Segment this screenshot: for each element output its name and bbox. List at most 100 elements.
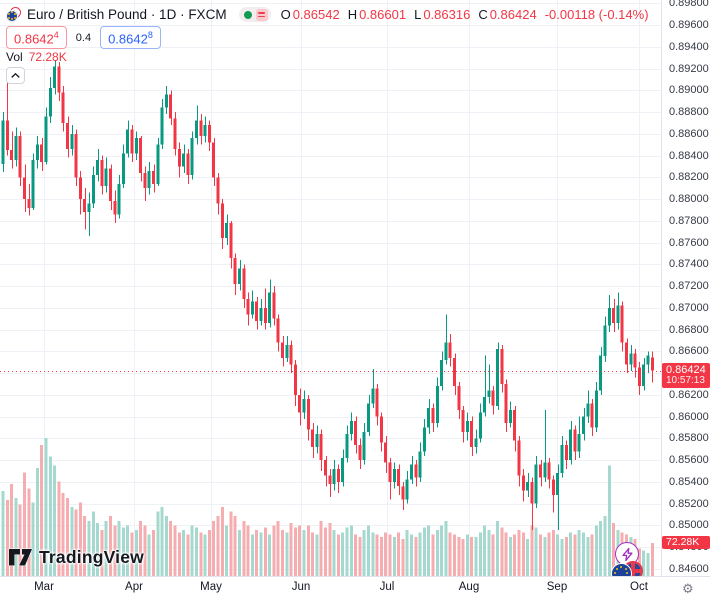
- candle-body: [616, 305, 620, 324]
- volume-bar: [513, 534, 517, 576]
- candle-body: [379, 416, 383, 443]
- volume-bar: [341, 532, 345, 576]
- candle-body: [233, 257, 237, 284]
- axis-settings-gear-icon[interactable]: ⚙: [682, 581, 694, 596]
- volume-bar: [582, 532, 585, 576]
- low-value: 0.86316: [423, 7, 471, 22]
- volume-bar: [169, 520, 173, 576]
- volume-value: 72.28K: [28, 49, 67, 64]
- volume-bar: [1, 490, 5, 576]
- candle-body: [5, 120, 9, 151]
- candle-body: [23, 177, 26, 200]
- symbol-title[interactable]: Euro / British Pound · 1D · FXCM: [27, 7, 227, 22]
- collapse-legend-button[interactable]: [6, 67, 25, 84]
- volume-bar: [298, 525, 302, 576]
- candle-body: [358, 444, 362, 461]
- volume-bar: [306, 525, 310, 576]
- volume-bar: [362, 530, 366, 576]
- price-tick-label: 0.88200: [669, 171, 709, 184]
- volume-bar: [474, 536, 478, 576]
- candle-body: [117, 183, 121, 215]
- candle-body: [397, 468, 401, 487]
- volume-bar: [5, 500, 9, 576]
- volume-bar: [539, 534, 542, 576]
- candle-body: [590, 403, 594, 428]
- volume-bar: [255, 530, 259, 576]
- candle-body: [551, 479, 555, 495]
- candle-body: [289, 344, 293, 365]
- candle-body: [156, 144, 160, 184]
- candle-body: [276, 318, 280, 343]
- volume-bar: [551, 530, 555, 576]
- volume-bar: [289, 523, 293, 576]
- time-axis[interactable]: Mar Apr May Jun Jul Aug Sep Oct: [0, 577, 661, 600]
- volume-bar: [332, 530, 336, 576]
- candle-body: [427, 407, 431, 428]
- chart-legend: Euro / British Pound · 1D · FXCM O 0.8654…: [6, 6, 649, 84]
- axis-separator-horizontal: [0, 576, 710, 577]
- month-label: Sep: [546, 581, 568, 593]
- candle-body: [564, 444, 568, 461]
- buy-price-button[interactable]: 0.86428: [100, 25, 161, 50]
- candle-body: [414, 464, 418, 478]
- volume-bar: [126, 525, 130, 576]
- volume-bar: [543, 536, 547, 576]
- volume-bar: [40, 444, 44, 576]
- chart-plot[interactable]: Euro / British Pound · 1D · FXCM O 0.8654…: [0, 0, 661, 576]
- candle-body: [573, 429, 577, 452]
- volume-bar: [367, 525, 370, 576]
- candle-body: [225, 223, 229, 239]
- candle-body: [104, 168, 108, 186]
- candle-body: [349, 421, 353, 435]
- month-label: Oct: [630, 581, 648, 593]
- volume-bar: [358, 536, 362, 576]
- volume-bar: [186, 534, 190, 576]
- candle-body: [384, 442, 388, 463]
- ohlc-readout: O 0.86542 H 0.86601 L 0.86316 C 0.86424 -0.0…: [281, 7, 649, 22]
- price-axis[interactable]: 0.86424 10:57:13 72.28K 0.89800 0.89600 0.…: [662, 0, 710, 576]
- candle-body: [465, 421, 469, 432]
- volume-bar: [534, 527, 538, 576]
- volume-bar: [478, 532, 482, 576]
- candle-body: [354, 421, 358, 445]
- candle-body: [70, 133, 74, 149]
- sell-price-button[interactable]: 0.86424: [6, 25, 67, 50]
- candle-body: [216, 177, 220, 204]
- candle-body: [173, 118, 177, 150]
- volume-bar: [152, 530, 155, 576]
- candle-body: [620, 305, 624, 343]
- volume-bar: [470, 536, 474, 576]
- high-label: H: [347, 7, 358, 22]
- volume-bar: [53, 465, 57, 576]
- volume-bar: [104, 520, 108, 576]
- chevron-up-icon: [11, 73, 20, 78]
- price-tick-label: 0.86600: [669, 345, 709, 358]
- volume-bar: [130, 532, 134, 576]
- candle-body: [401, 486, 405, 500]
- axis-separator-vertical: [661, 0, 662, 576]
- volume-bar: [465, 534, 469, 576]
- volume-bar: [569, 532, 573, 576]
- candle-body: [281, 342, 284, 358]
- lightning-icon: [621, 547, 633, 561]
- market-status-pill[interactable]: [238, 7, 271, 22]
- candle-body: [87, 203, 91, 213]
- volume-axis-label: 72.28K: [662, 535, 710, 549]
- price-tick-label: 0.87200: [669, 280, 709, 293]
- volume-bar: [48, 456, 52, 576]
- last-price-value: 0.86424: [666, 363, 706, 376]
- candle-body: [646, 355, 650, 365]
- candle-body: [543, 462, 547, 478]
- volume-bar: [496, 520, 499, 576]
- volume-bar: [207, 530, 211, 576]
- volume-bar: [225, 525, 229, 576]
- spread-value: 0.4: [75, 31, 92, 44]
- volume-bar: [431, 534, 435, 576]
- candle-body: [530, 481, 534, 504]
- volume-bar: [384, 532, 388, 576]
- candle-body: [61, 92, 65, 123]
- candles-canvas[interactable]: [0, 0, 661, 576]
- candle-body: [470, 421, 474, 448]
- candle-body: [57, 66, 61, 93]
- candle-body: [203, 125, 207, 136]
